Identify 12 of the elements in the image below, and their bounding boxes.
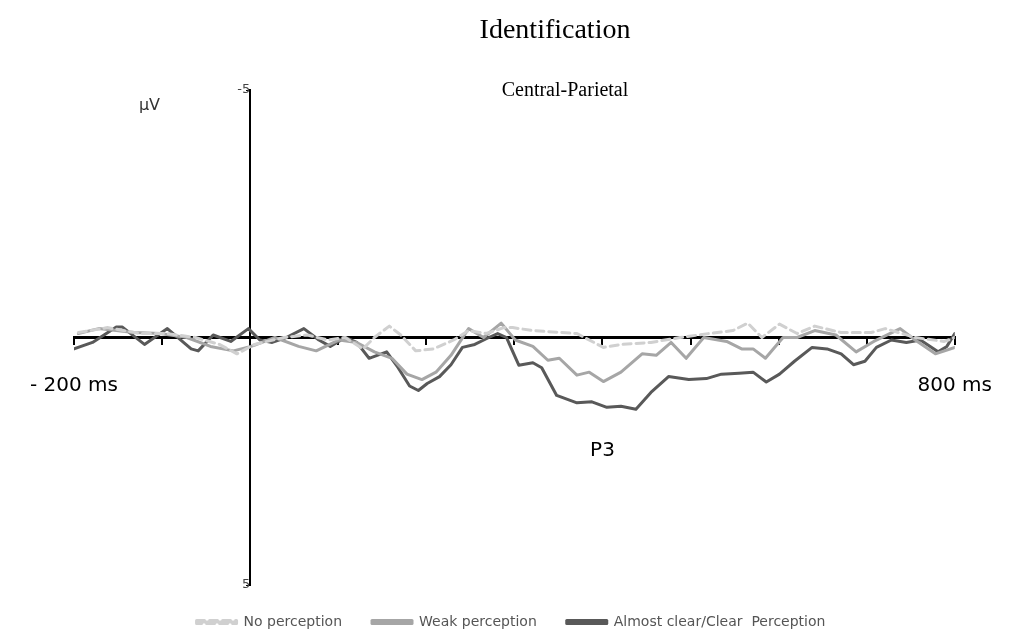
y-axis-title: µV xyxy=(138,95,161,114)
legend-label: No perception xyxy=(243,612,343,629)
y-tick-label: 5 xyxy=(241,576,251,592)
chart-subtitle: Central-Parietal xyxy=(501,78,629,100)
legend-label: Weak perception xyxy=(419,612,537,629)
legend-label: Almost clear/Clear Perception xyxy=(613,612,826,629)
chart-title: Identification xyxy=(479,13,631,44)
y-tick-label: -5 xyxy=(237,81,251,97)
annotation: P3 xyxy=(590,437,615,462)
x-tick-label: 800 ms xyxy=(917,371,992,396)
x-tick-label: - 200 ms xyxy=(30,371,119,396)
line-series xyxy=(76,321,955,356)
